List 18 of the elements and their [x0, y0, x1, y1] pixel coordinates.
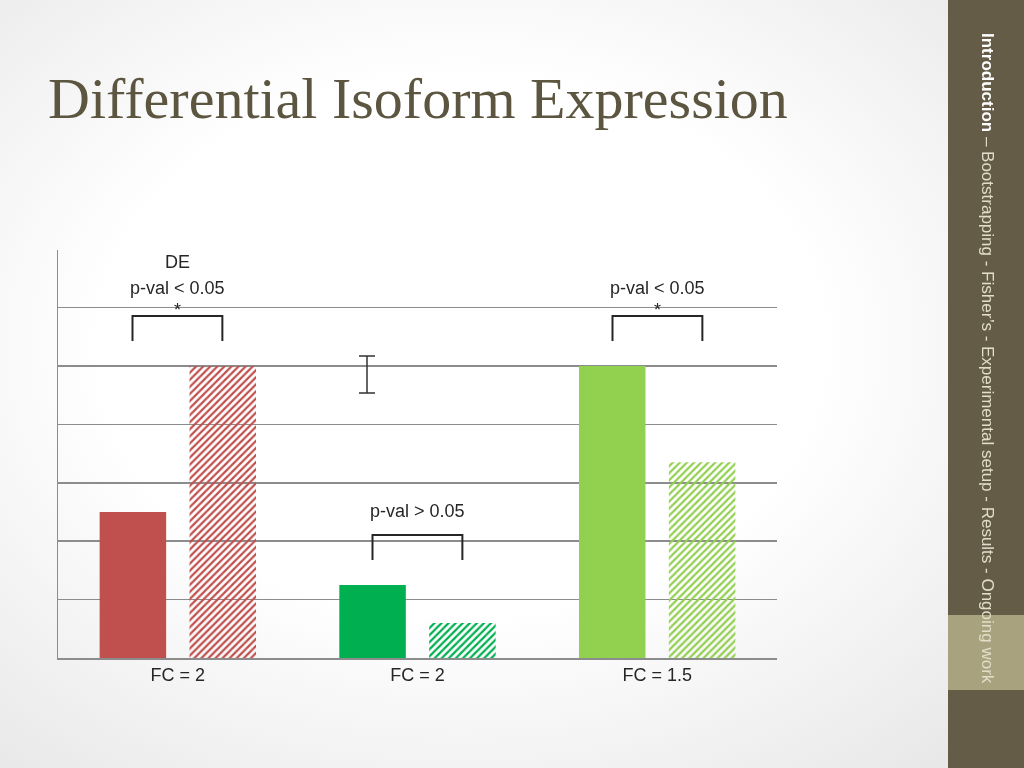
text: p-val < 0.05 [610, 278, 705, 298]
bar [668, 462, 736, 658]
annotation: p-val > 0.05 [370, 501, 465, 521]
text: * [174, 300, 182, 320]
text: p-val < 0.05 [130, 278, 225, 298]
bar [189, 366, 257, 658]
text: * [654, 300, 662, 320]
x-tick-label: FC = 2 [150, 665, 206, 686]
x-tick-label: FC = 1.5 [622, 665, 692, 686]
x-tick-label: FC = 2 [390, 665, 445, 686]
bar [99, 512, 167, 658]
text: – Bootstrapping - Fisher’s - Experimental setup - Results - Ongoing work [978, 136, 997, 684]
bar [429, 622, 496, 658]
text: DE [165, 252, 191, 272]
bar [339, 585, 406, 658]
bar [578, 366, 646, 658]
text: Introduction [978, 33, 997, 133]
chart-title: Differential Isoform Expression [48, 66, 788, 132]
